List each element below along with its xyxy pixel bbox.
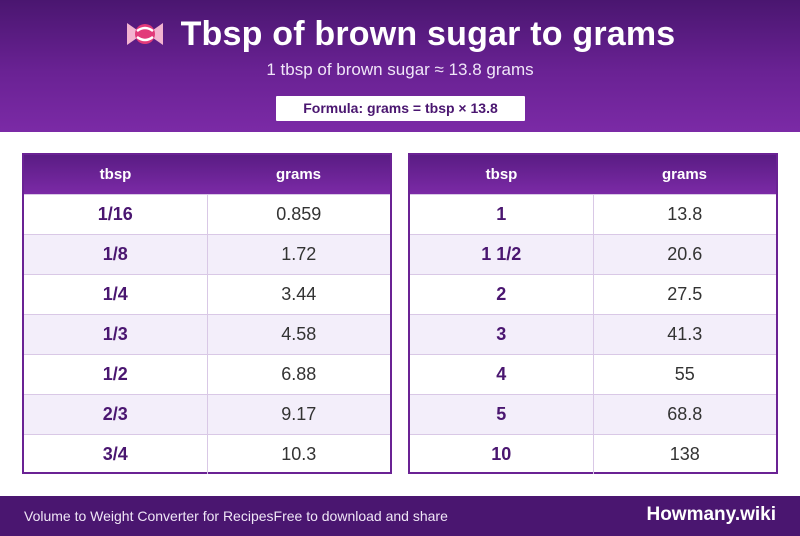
grams-cell: 68.8 [593,393,776,434]
table-row: 3 41.3 [410,313,776,354]
brand-logo-text[interactable]: Howmany.wiki [646,504,776,525]
grams-cell: 13.8 [593,193,776,234]
table-right: tbsp grams 1 13.8 1 1/2 20.6 2 27.5 3 41… [410,155,776,474]
grams-cell: 0.859 [207,193,390,234]
grams-cell: 55 [593,353,776,394]
table-row: 10 138 [410,433,776,474]
subtitle: 1 tbsp of brown sugar ≈ 13.8 grams [266,60,534,79]
grams-cell: 10.3 [207,433,390,474]
tbsp-cell: 1/16 [24,193,208,234]
candy-icon [126,23,163,45]
footer-text: Volume to Weight Converter for RecipesFr… [24,508,448,524]
column-header-tbsp: tbsp [410,155,593,194]
grams-cell: 138 [593,433,776,474]
table-header-row: tbsp grams [24,155,390,194]
tbsp-cell: 2/3 [24,393,208,434]
table-row: 1/4 3.44 [24,273,390,314]
conversion-table-right: tbsp grams 1 13.8 1 1/2 20.6 2 27.5 3 41… [408,153,778,474]
tbsp-cell: 3 [410,313,594,354]
formula-badge: Formula: grams = tbsp × 13.8 [276,96,525,121]
column-header-grams: grams [593,155,776,194]
table-row: 1/2 6.88 [24,353,390,394]
table-row: 5 68.8 [410,393,776,434]
tbsp-cell: 1/2 [24,353,208,394]
footer-share-text: Free to download and share [273,508,448,524]
tbsp-cell: 1/3 [24,313,208,354]
table-row: 1/8 1.72 [24,233,390,274]
table-row: 2/3 9.17 [24,393,390,434]
grams-cell: 27.5 [593,273,776,314]
tbsp-cell: 4 [410,353,594,394]
table-row: 4 55 [410,353,776,394]
tbsp-cell: 1 [410,193,594,234]
tbsp-cell: 3/4 [24,433,208,474]
column-header-grams: grams [207,155,390,194]
tbsp-cell: 1/8 [24,233,208,274]
tbsp-cell: 1/4 [24,273,208,314]
table-header-row: tbsp grams [410,155,776,194]
table-row: 1 1/2 20.6 [410,233,776,274]
tbsp-cell: 1 1/2 [410,233,594,274]
table-row: 1 13.8 [410,193,776,234]
footer-bar: Volume to Weight Converter for RecipesFr… [0,496,800,536]
grams-cell: 9.17 [207,393,390,434]
column-header-tbsp: tbsp [24,155,207,194]
tbsp-cell: 2 [410,273,594,314]
title-row: Tbsp of brown sugar to grams [0,12,800,56]
table-row: 1/16 0.859 [24,193,390,234]
table-row: 1/3 4.58 [24,313,390,354]
page-title: Tbsp of brown sugar to grams [180,14,676,53]
grams-cell: 4.58 [207,313,390,354]
grams-cell: 6.88 [207,353,390,394]
tbsp-cell: 10 [410,433,594,474]
grams-cell: 1.72 [207,233,390,274]
header-banner: Tbsp of brown sugar to grams 1 tbsp of b… [0,0,800,132]
table-row: 2 27.5 [410,273,776,314]
tbsp-cell: 5 [410,393,594,434]
conversion-table-left: tbsp grams 1/16 0.859 1/8 1.72 1/4 3.44 … [22,153,392,474]
grams-cell: 20.6 [593,233,776,274]
table-left: tbsp grams 1/16 0.859 1/8 1.72 1/4 3.44 … [24,155,390,474]
table-row: 3/4 10.3 [24,433,390,474]
footer-converter-text: Volume to Weight Converter for Recipes [24,508,274,524]
grams-cell: 41.3 [593,313,776,354]
grams-cell: 3.44 [207,273,390,314]
